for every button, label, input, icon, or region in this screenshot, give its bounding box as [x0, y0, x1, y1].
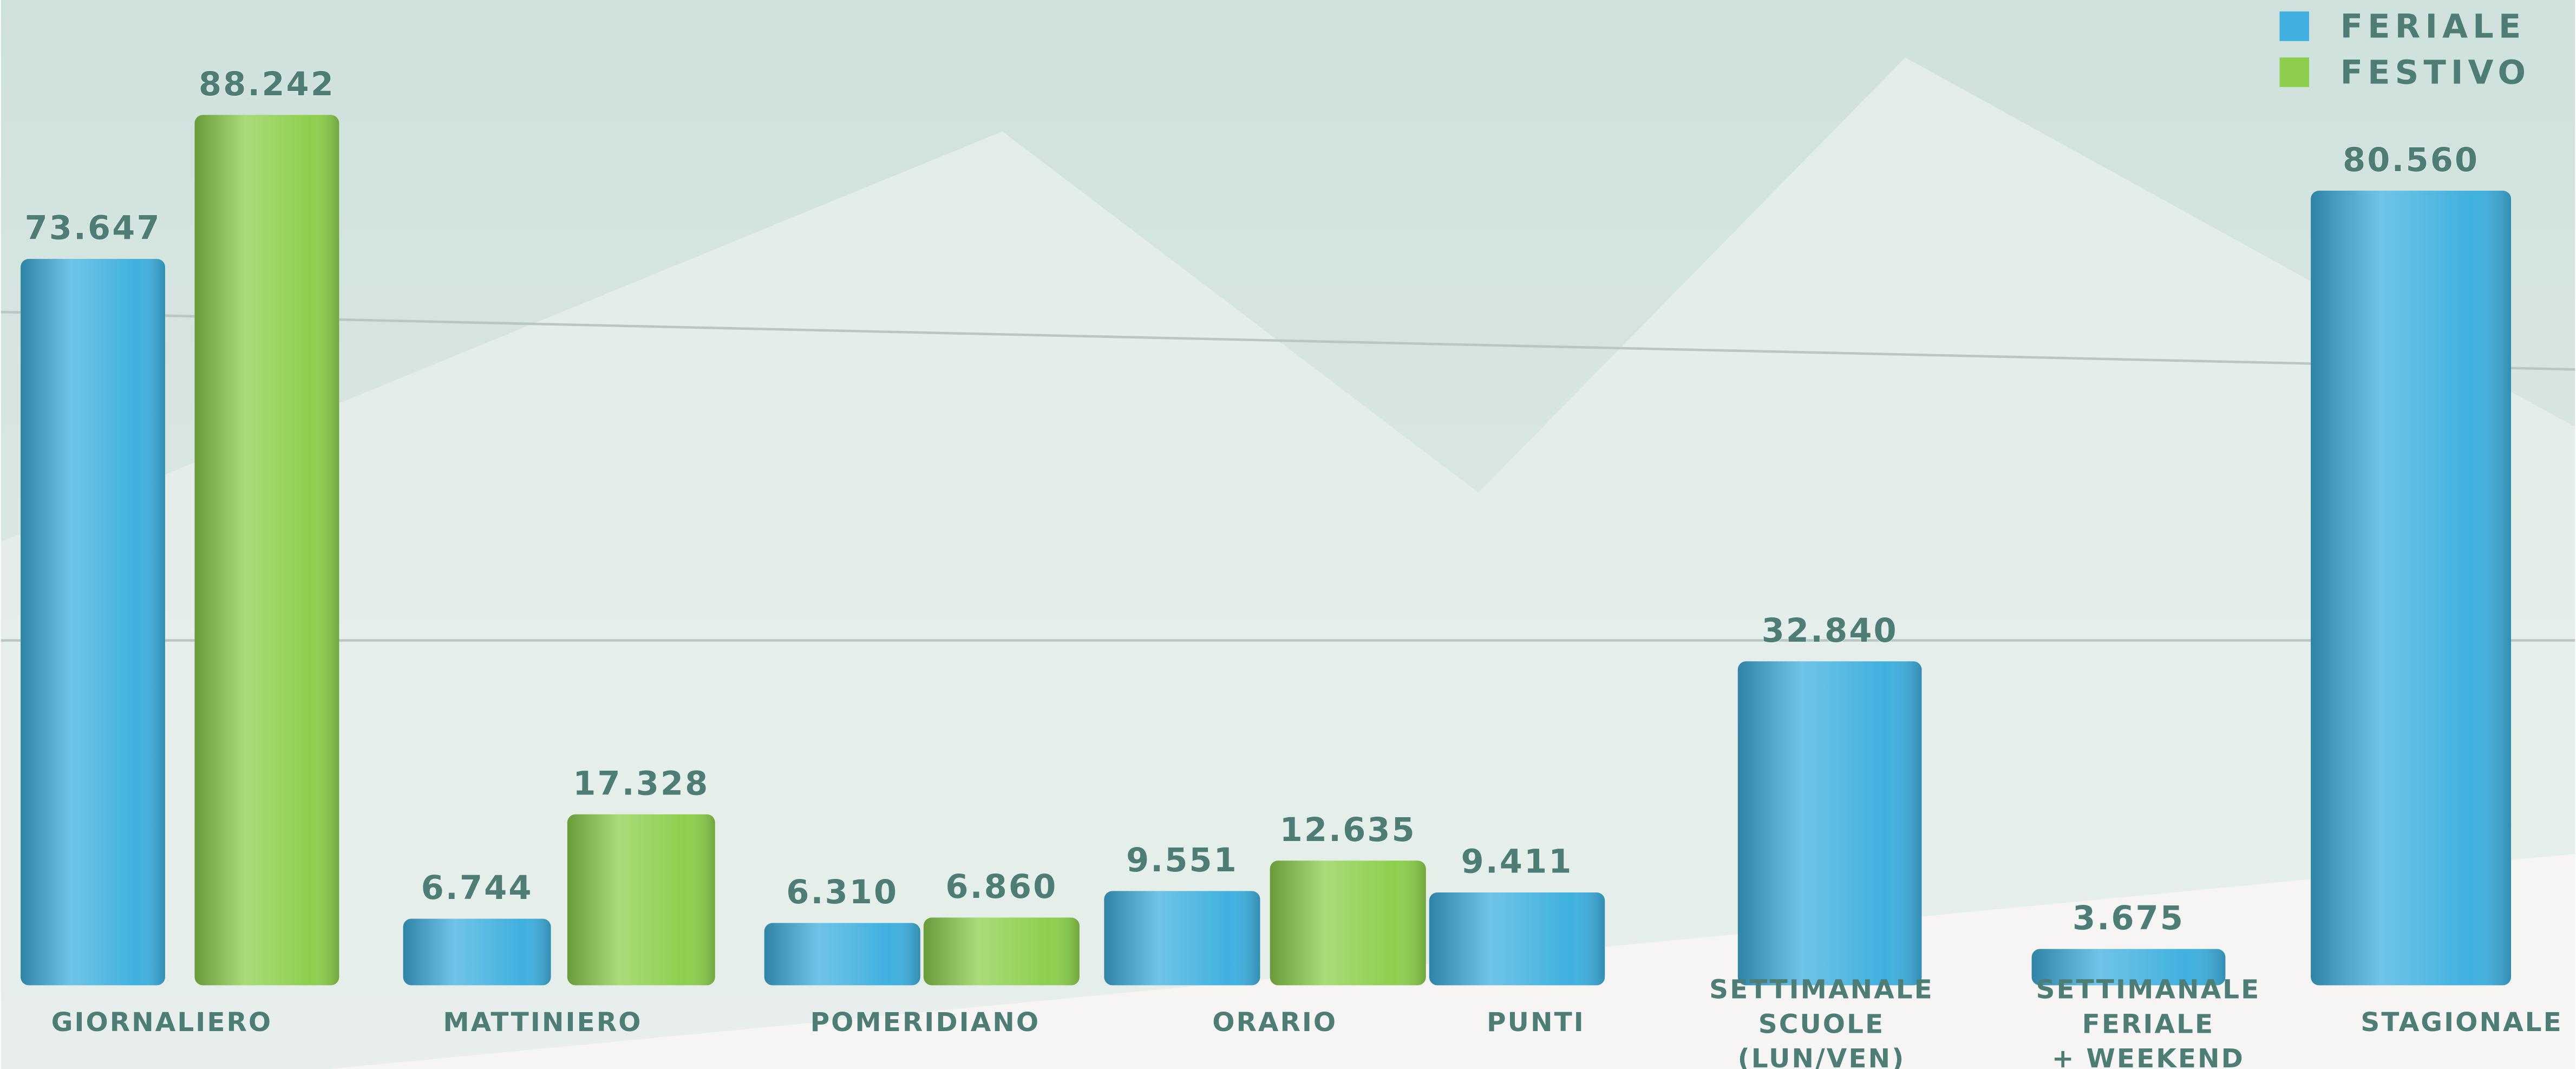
value-label: 6.860 [945, 868, 1057, 906]
category-label: (LUN/VEN) [1738, 1044, 1906, 1069]
category-label: POMERIDIANO [810, 1007, 1041, 1038]
bar-shade [2311, 191, 2512, 986]
value-label: 9.551 [1126, 842, 1238, 879]
value-label: 88.242 [199, 66, 335, 103]
bar-shade [194, 115, 339, 986]
decor-line [1, 310, 2575, 371]
bar-shade [21, 259, 165, 986]
value-label: 32.840 [1762, 612, 1898, 650]
legend-swatch [2279, 57, 2310, 87]
category-label: SCUOLE [1758, 1009, 1885, 1039]
category-label: SETTIMANALE [2036, 975, 2261, 1005]
bar-shade [403, 918, 551, 986]
category-label: FERIALE [2082, 1009, 2214, 1039]
category-label: GIORNALIERO [51, 1007, 273, 1038]
category-label: ORARIO [1212, 1007, 1337, 1038]
value-label: 3.675 [2072, 899, 2185, 937]
value-label: 17.328 [573, 765, 709, 803]
legend-label: FESTIVO [2340, 54, 2531, 92]
value-label: 6.744 [421, 869, 533, 907]
value-label: 12.635 [1280, 811, 1416, 849]
value-label: 80.560 [2343, 141, 2479, 179]
bar-shade [2031, 949, 2226, 986]
category-label: SETTIMANALE [1709, 975, 1934, 1005]
bar-shade [764, 923, 920, 986]
legend-label: FERIALE [2340, 8, 2526, 46]
legend-swatch [2279, 11, 2310, 41]
value-label: 9.411 [1461, 843, 1573, 881]
bar-shade [923, 917, 1080, 986]
bar-shade [567, 814, 715, 986]
category-label: PUNTI [1487, 1007, 1585, 1038]
value-label: 6.310 [786, 874, 898, 911]
category-label: STAGIONALE [2361, 1007, 2562, 1038]
bar-shade [1737, 661, 1922, 986]
category-label: MATTINIERO [443, 1007, 642, 1038]
category-label: + WEEKEND [2052, 1044, 2245, 1069]
value-label: 73.647 [24, 210, 161, 247]
bar-shade [1429, 892, 1605, 986]
bar-shade [1104, 891, 1260, 986]
bar-shade [1270, 861, 1426, 986]
